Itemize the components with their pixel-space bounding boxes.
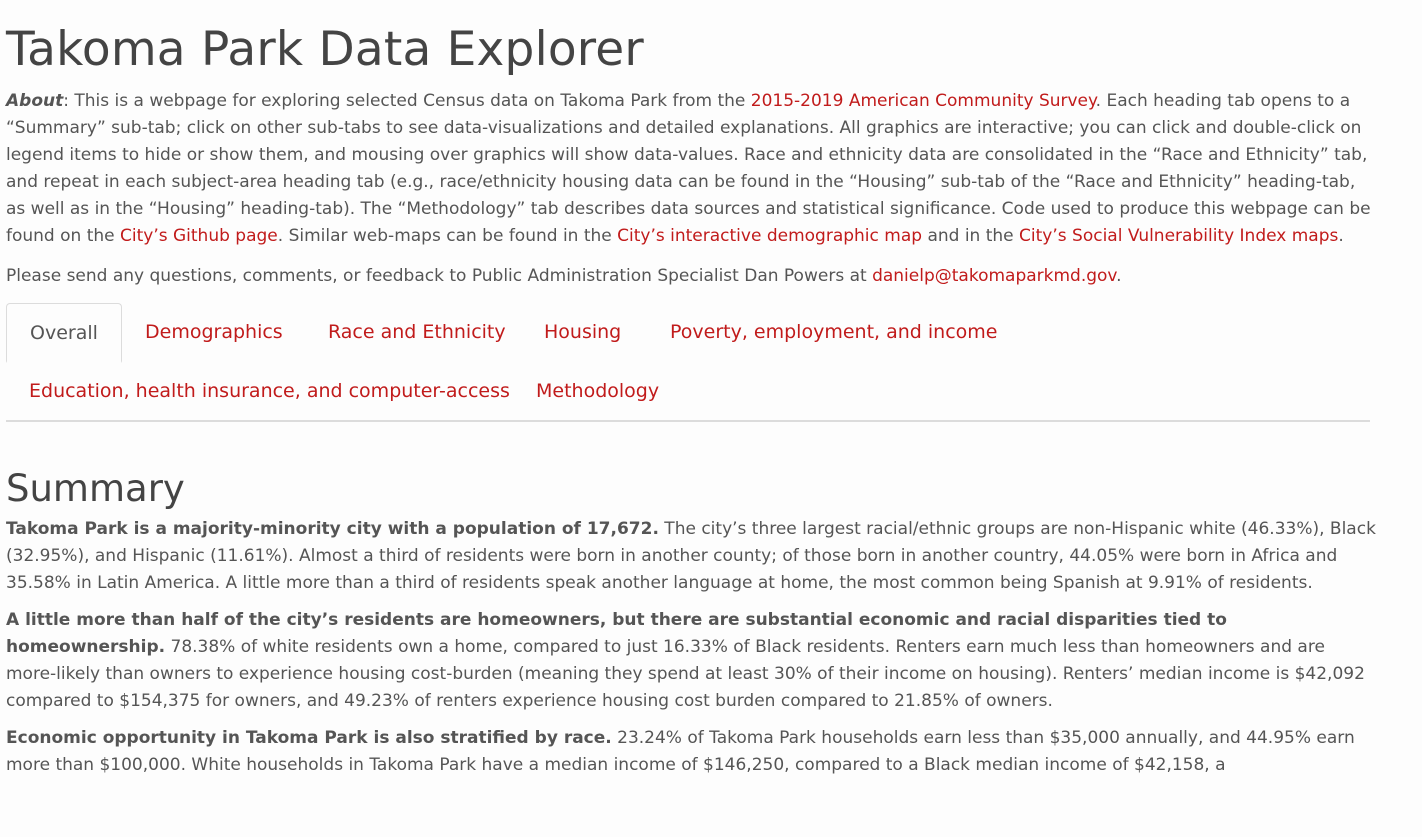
about-text-1: : This is a webpage for exploring select… [63, 91, 751, 111]
summary-heading: Summary [6, 467, 185, 510]
contact-text: Please send any questions, comments, or … [6, 266, 873, 286]
tab-overall[interactable]: Overall [6, 303, 122, 363]
tab-methodology[interactable]: Methodology [536, 380, 660, 402]
about-label: About [6, 91, 64, 111]
email-link[interactable]: danielp@takomaparkmd.gov [872, 266, 1117, 286]
github-link[interactable]: City’s Github page [120, 226, 278, 246]
page: Takoma Park Data Explorer About: This is… [0, 22, 1376, 779]
acs-link[interactable]: 2015-2019 American Community Survey [750, 91, 1096, 111]
contact-end: . [1116, 266, 1122, 286]
tab-education-health-computer[interactable]: Education, health insurance, and compute… [29, 380, 510, 402]
demographic-map-link[interactable]: City’s interactive demographic map [617, 226, 923, 246]
summary-p3-lead: Economic opportunity in Takoma Park is a… [6, 728, 612, 748]
summary-p2-lead: A little more than half of the city’s re… [6, 610, 1227, 657]
summary-paragraph-housing: A little more than half of the city’s re… [6, 607, 1376, 715]
summary-p2-text: 78.38% of white residents own a home, co… [6, 637, 1365, 711]
summary-paragraph-population: Takoma Park is a majority-minority city … [6, 516, 1376, 597]
summary-paragraph-economic: Economic opportunity in Takoma Park is a… [6, 725, 1376, 779]
about-paragraph: About: This is a webpage for exploring s… [6, 88, 1376, 250]
about-text-2: . Each heading tab opens to a “Summary” … [6, 91, 1371, 246]
page-title: Takoma Park Data Explorer [6, 22, 644, 77]
tab-poverty-employment-income[interactable]: Poverty, employment, and income [670, 321, 998, 343]
tab-race-and-ethnicity[interactable]: Race and Ethnicity [328, 321, 506, 343]
summary-p1-lead: Takoma Park is a majority-minority city … [6, 519, 659, 539]
about-text-3: . Similar web-maps can be found in the [277, 226, 618, 246]
svi-maps-link[interactable]: City’s Social Vulnerability Index maps [1019, 226, 1339, 246]
tab-demographics[interactable]: Demographics [145, 321, 283, 343]
about-text-4: and in the [922, 226, 1020, 246]
tab-housing[interactable]: Housing [544, 321, 622, 343]
contact-paragraph: Please send any questions, comments, or … [6, 263, 1376, 290]
heading-tabs: Overall Demographics Race and Ethnicity … [6, 303, 1370, 422]
about-text-5: . [1338, 226, 1344, 246]
summary-p1-text: The city’s three largest racial/ethnic g… [6, 519, 1376, 593]
summary-p3-text: 23.24% of Takoma Park households earn le… [6, 728, 1355, 775]
